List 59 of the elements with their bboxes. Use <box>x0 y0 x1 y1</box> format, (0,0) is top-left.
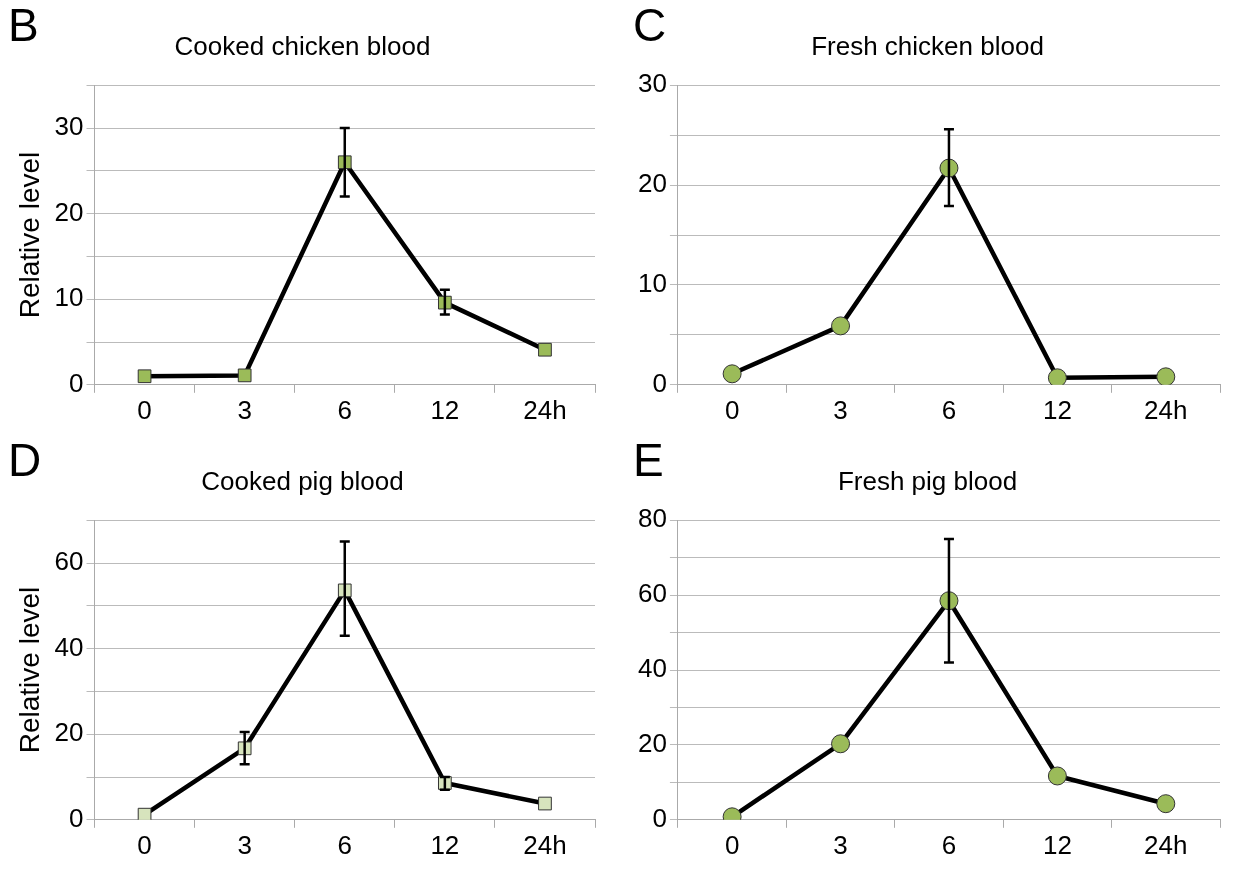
text: B <box>8 0 39 51</box>
x-tick-label: 6 <box>337 394 352 425</box>
x-tick-label: 12 <box>1042 829 1072 860</box>
y-tick-label: 60 <box>54 546 84 577</box>
x-tick-label: 6 <box>337 829 352 860</box>
x-tick-label: 0 <box>137 394 152 425</box>
chart-title: Fresh chicken blood <box>811 30 1044 61</box>
y-tick-label: 10 <box>638 268 667 299</box>
point <box>831 734 851 754</box>
y-axis-title: Relative level <box>13 586 45 754</box>
x-tick-label: 6 <box>941 394 957 425</box>
point <box>538 342 552 357</box>
y-tick-label: 20 <box>638 168 667 199</box>
point <box>237 368 252 383</box>
x-tick-label: 3 <box>237 394 252 425</box>
y-tick-label: 40 <box>638 653 667 684</box>
y-tick-label: 60 <box>638 578 667 609</box>
text: C <box>633 0 667 51</box>
point <box>1156 367 1176 385</box>
point <box>538 796 552 811</box>
y-tick-label: 10 <box>54 282 84 313</box>
x-tick-label: 3 <box>237 829 252 860</box>
x-tick-label: 12 <box>1042 394 1072 425</box>
x-tick-label: 0 <box>724 829 740 860</box>
point <box>831 316 851 336</box>
y-tick-label: 0 <box>652 367 667 398</box>
x-tick-label: 12 <box>430 394 460 425</box>
y-tick-label: 0 <box>69 367 84 398</box>
x-tick-label: 12 <box>430 829 460 860</box>
x-tick-label: 3 <box>833 829 848 860</box>
point <box>1047 766 1067 786</box>
chart-title: Fresh pig blood <box>837 465 1018 496</box>
point <box>137 369 152 384</box>
point <box>722 364 742 384</box>
x-tick-label: 24h <box>523 394 567 425</box>
y-tick-label: 30 <box>638 68 667 99</box>
point <box>137 807 152 820</box>
chart-title: Cooked pig blood <box>201 465 404 496</box>
y-tick-label: 80 <box>638 503 667 534</box>
y-tick-label: 20 <box>638 728 667 759</box>
point <box>1156 794 1176 814</box>
x-tick-label: 24h <box>1144 829 1188 860</box>
y-tick-label: 0 <box>652 802 667 833</box>
x-tick-label: 3 <box>833 394 848 425</box>
y-tick-label: 40 <box>54 631 84 662</box>
x-tick-label: 24h <box>523 829 567 860</box>
x-tick-label: 6 <box>941 829 957 860</box>
y-axis-title: Relative level <box>13 151 45 319</box>
y-tick-label: 20 <box>54 717 84 748</box>
point <box>1047 368 1067 385</box>
y-tick-label: 0 <box>69 802 84 833</box>
text: D <box>8 434 42 486</box>
x-tick-label: 0 <box>724 394 740 425</box>
text: E <box>633 434 664 486</box>
y-tick-label: 30 <box>54 111 84 142</box>
chart-title: Cooked chicken blood <box>174 30 431 61</box>
x-tick-label: 24h <box>1144 394 1188 425</box>
x-tick-label: 0 <box>137 829 152 860</box>
y-tick-label: 20 <box>54 196 84 227</box>
